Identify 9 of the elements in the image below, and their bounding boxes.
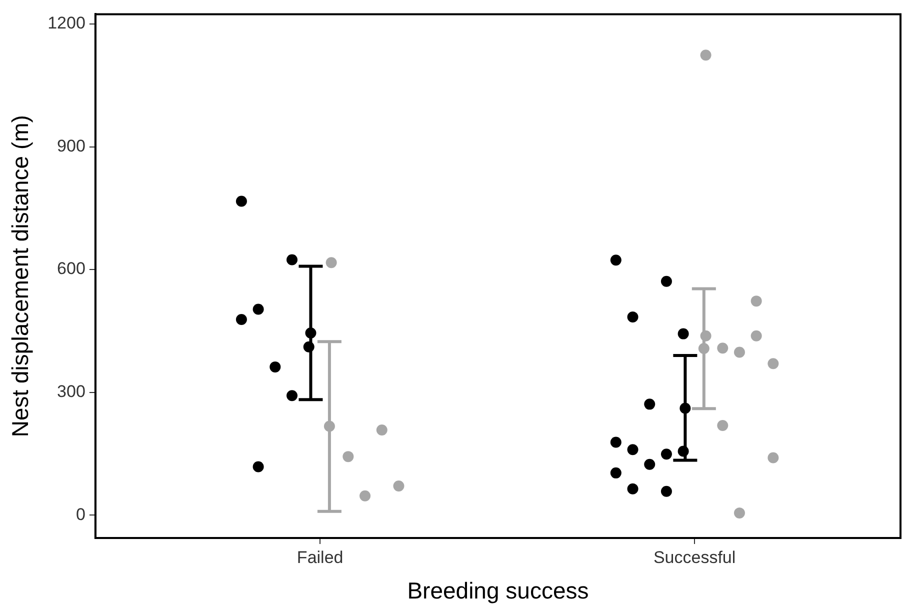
y-tick-label: 0 bbox=[76, 504, 86, 524]
x-tick-label: Failed bbox=[296, 548, 344, 567]
y-tick-label: 300 bbox=[57, 382, 86, 402]
x-axis-title: Breeding success bbox=[407, 578, 589, 604]
y-tick-label: 1200 bbox=[48, 14, 86, 33]
y-tick-label: 600 bbox=[57, 259, 86, 278]
y-tick-label: 900 bbox=[57, 136, 86, 156]
y-axis-title: Nest displacement distance (m) bbox=[7, 115, 34, 438]
x-tick-label: Successful bbox=[653, 548, 736, 567]
